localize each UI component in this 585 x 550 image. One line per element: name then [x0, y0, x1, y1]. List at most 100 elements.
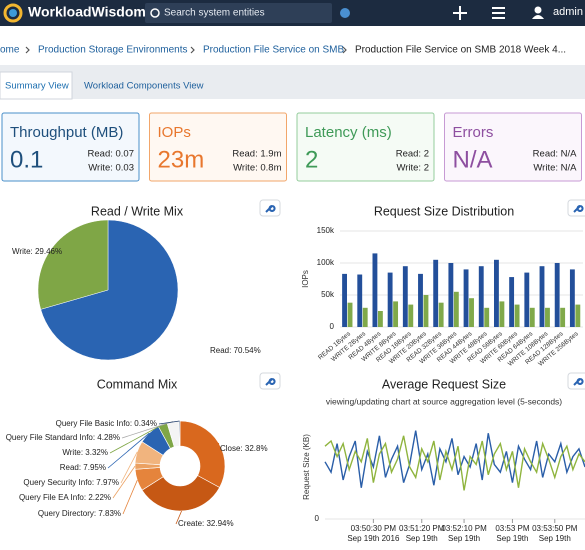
x-tick-label: 03:53:50 PM: [532, 524, 578, 533]
breadcrumb-separator: [25, 46, 30, 54]
bar: [357, 274, 363, 327]
kpi-write: Write: N/A: [533, 163, 577, 174]
pie-slice: [37, 219, 109, 310]
kpi-value: 0.1: [10, 146, 43, 173]
kpi-read: Read: 0.07: [88, 149, 134, 160]
breadcrumb-separator: [190, 46, 195, 54]
tab: Summary View: [5, 81, 69, 92]
bar: [575, 304, 581, 327]
chart-title: Read / Write Mix: [91, 204, 184, 218]
x-tick-label: 03:53 PM: [495, 524, 530, 533]
leader-line: [217, 442, 220, 450]
bar: [494, 259, 499, 327]
kpi-write: Write: 2: [396, 163, 429, 174]
slice-label: Query File Standard Info: 4.28%: [6, 433, 120, 442]
leader-line: [120, 451, 138, 484]
user-icon[interactable]: [534, 6, 542, 14]
kpi-title: Errors: [453, 124, 494, 141]
x-tick-label: 03:52:10 PM: [441, 524, 487, 533]
bar: [362, 307, 368, 327]
x-tick-date: Sep 19th: [448, 534, 480, 543]
slice-label: Close: 32.8%: [220, 444, 268, 453]
bar: [377, 311, 383, 327]
user-name: admin: [553, 6, 583, 18]
x-tick-date: Sep 19th: [406, 534, 438, 543]
kpi-read: Read: N/A: [533, 149, 577, 160]
slice-label: Query Directory: 7.83%: [38, 509, 121, 518]
bar: [484, 307, 490, 327]
slice-label: Write: 3.32%: [62, 448, 108, 457]
bar: [433, 259, 439, 327]
kpi-read: Read: 2: [396, 149, 429, 160]
slice-label: Create: 32.94%: [178, 519, 234, 528]
kpi-title: Latency (ms): [305, 124, 392, 141]
bar: [342, 273, 347, 327]
wrench-icon: [265, 378, 276, 386]
bar: [393, 301, 399, 327]
x-tick-date: Sep 19th: [539, 534, 571, 543]
leader-line: [158, 420, 180, 425]
y-tick-label: 0: [330, 322, 335, 331]
bar: [448, 263, 454, 327]
breadcrumb-item: Production Storage Environments: [38, 45, 188, 56]
wrench-icon: [573, 378, 584, 386]
leader-line: [121, 421, 174, 439]
slice-label: Query File EA Info: 2.22%: [19, 493, 111, 502]
bar: [438, 302, 444, 327]
chart-subtitle: viewing/updating chart at source aggrega…: [326, 396, 562, 406]
kpi-read: Read: 1.9m: [232, 149, 281, 160]
active-tab[interactable]: [0, 71, 73, 100]
bar: [560, 307, 566, 327]
bar: [387, 272, 393, 327]
bar: [423, 295, 429, 327]
logo[interactable]: [3, 3, 23, 23]
x-tick-date: Sep 19th 2016: [347, 534, 400, 543]
search-box[interactable]: [145, 3, 332, 23]
pie-slice: [40, 219, 179, 361]
bar: [463, 269, 469, 327]
menu-icon[interactable]: [492, 7, 505, 19]
wrench-icon: [265, 205, 276, 213]
bar: [539, 266, 545, 327]
tab: Workload Components View: [84, 81, 204, 92]
line-series: [324, 435, 585, 491]
leader-line: [122, 480, 138, 515]
info-icon[interactable]: [340, 8, 350, 18]
search-icon: [150, 8, 160, 18]
user-icon-body: [532, 15, 544, 19]
kpi-write: Write: 0.8m: [233, 163, 281, 174]
tab-bar: [0, 65, 585, 99]
bar: [514, 304, 520, 327]
bar: [418, 273, 423, 327]
bar: [529, 307, 535, 327]
bar: [509, 277, 515, 327]
leader-line: [112, 465, 136, 499]
chart-title: Request Size Distribution: [374, 204, 514, 218]
bar: [524, 272, 530, 327]
bar: [478, 266, 484, 327]
y-axis-label: IOPs: [301, 270, 310, 288]
breadcrumb-item: ome: [0, 45, 20, 56]
kpi-card[interactable]: [296, 112, 435, 182]
add-icon[interactable]: [453, 6, 467, 20]
settings-button[interactable]: [567, 372, 585, 390]
breadcrumb-item: Production File Service on SMB: [203, 45, 345, 56]
slice-label: Read: 70.54%: [210, 346, 261, 355]
bar: [408, 304, 414, 327]
y-axis-label: Request Size (KB): [302, 434, 311, 500]
kpi-card[interactable]: [1, 112, 140, 182]
slice-label: Write: 29.46%: [12, 247, 62, 256]
logo-core: [9, 9, 17, 17]
leader-line: [175, 510, 182, 525]
y-tick-label: 0: [315, 514, 320, 523]
wrench-icon: [573, 205, 584, 213]
y-tick-label: 150k: [317, 226, 335, 235]
y-tick-label: 50k: [321, 290, 335, 299]
x-tick-label: 03:51:20 PM: [399, 524, 445, 533]
settings-button[interactable]: [567, 199, 585, 217]
breadcrumb-separator: [342, 46, 347, 54]
kpi-card[interactable]: [444, 112, 582, 182]
kpi-card[interactable]: [149, 112, 287, 182]
breadcrumb-item: Production File Service on SMB 2018 Week…: [355, 45, 566, 56]
